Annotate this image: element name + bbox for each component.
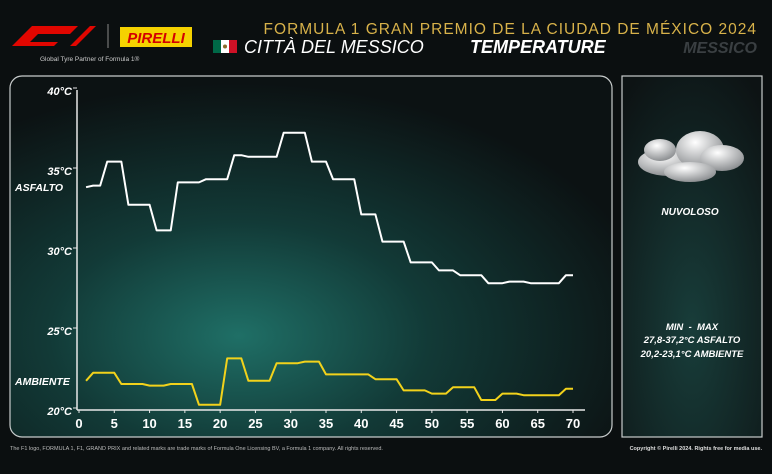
series-label: ASFALTO bbox=[14, 182, 63, 194]
condition: NUVOLOSO bbox=[661, 207, 718, 218]
ambiente-range: 20,2-23,1°C AMBIENTE bbox=[640, 349, 744, 360]
pirelli-logo: PIRELLI bbox=[127, 30, 185, 47]
footer-right: Copyright © Pirelli 2024. Rights free fo… bbox=[630, 445, 763, 452]
x-tick-label: 45 bbox=[389, 416, 403, 431]
event-title: FORMULA 1 GRAN PREMIO DE LA CIUDAD DE MÉ… bbox=[264, 21, 757, 38]
x-tick-label: 5 bbox=[111, 416, 118, 431]
x-tick-label: 0 bbox=[75, 416, 82, 431]
y-tick-label: 20°C bbox=[46, 406, 73, 418]
plot: 20°C 25°C 30°C 35°C 40°C 0 5 10 15 20 25 30 35 40 45 50… bbox=[14, 86, 580, 431]
cloud-icon bbox=[638, 131, 744, 182]
topic: TEMPERATURE bbox=[470, 37, 607, 57]
country: MESSICO bbox=[683, 40, 757, 57]
series-line bbox=[85, 131, 573, 285]
footer-left: The F1 logo, FORMULA 1, F1, GRAND PRIX a… bbox=[10, 446, 383, 452]
y-tick-label: 40°C bbox=[46, 86, 73, 98]
x-tick-label: 20 bbox=[213, 416, 227, 431]
x-tick-label: 40 bbox=[354, 416, 368, 431]
y-tick-label: 35°C bbox=[47, 166, 73, 178]
x-tick-label: 55 bbox=[460, 416, 474, 431]
y-tick-label: 30°C bbox=[47, 246, 73, 258]
x-tick-label: 50 bbox=[425, 416, 439, 431]
side-panel bbox=[621, 75, 763, 438]
x-tick-label: 65 bbox=[530, 416, 544, 431]
asfalto-range: 27,8-37,2°C ASFALTO bbox=[643, 335, 741, 346]
x-tick-label: 25 bbox=[248, 416, 262, 431]
x-tick-label: 60 bbox=[495, 416, 509, 431]
series-label: AMBIENTE bbox=[14, 376, 71, 388]
partner-text: Global Tyre Partner of Formula 1® bbox=[40, 55, 140, 63]
range-title: MIN - MAX bbox=[666, 322, 719, 333]
series-line bbox=[85, 357, 573, 406]
x-tick-label: 30 bbox=[283, 416, 297, 431]
y-tick-label: 25°C bbox=[46, 326, 73, 338]
x-tick-label: 10 bbox=[142, 416, 156, 431]
x-tick-label: 15 bbox=[178, 416, 192, 431]
f1-logo bbox=[12, 24, 109, 48]
city: CITTÀ DEL MESSICO bbox=[244, 37, 424, 57]
mexico-flag bbox=[213, 40, 237, 53]
x-tick-label: 35 bbox=[319, 416, 333, 431]
x-tick-label: 70 bbox=[566, 416, 580, 431]
pirelli-box bbox=[120, 27, 192, 47]
chart-panel bbox=[9, 75, 613, 438]
